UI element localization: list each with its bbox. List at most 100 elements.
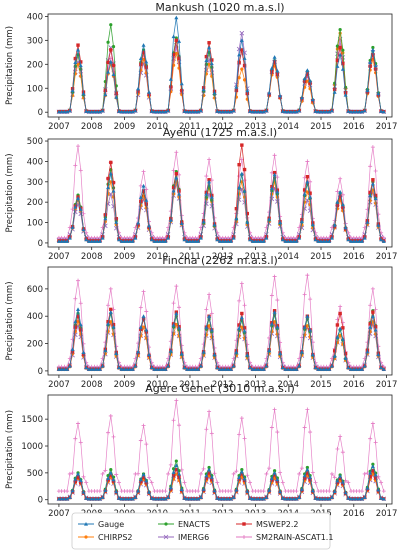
data-point (116, 237, 121, 242)
data-point (114, 95, 119, 99)
data-point (207, 292, 212, 297)
data-point (368, 303, 373, 308)
data-point (324, 367, 329, 371)
data-point (354, 367, 359, 371)
y-tick-label: 0 (38, 239, 43, 249)
data-point (122, 239, 127, 243)
data-point (70, 471, 75, 476)
data-point (226, 239, 231, 243)
data-point (207, 45, 212, 50)
data-point (59, 239, 64, 243)
data-point (204, 58, 209, 63)
data-point (237, 326, 242, 330)
data-point (340, 202, 345, 207)
data-point (275, 68, 280, 73)
data-point (297, 108, 302, 113)
data-point (198, 363, 203, 368)
data-point (340, 337, 345, 341)
data-point (242, 476, 247, 481)
data-point (198, 471, 203, 476)
data-point (76, 471, 81, 476)
data-point (368, 322, 372, 326)
data-point (138, 325, 143, 329)
data-point (89, 367, 94, 371)
data-point (373, 440, 378, 445)
x-tick-label: 2017 (376, 252, 398, 262)
x-tick-label: 2010 (146, 252, 168, 262)
data-point (130, 109, 135, 114)
data-point (207, 41, 211, 45)
data-point (237, 60, 241, 65)
data-point (280, 365, 285, 370)
data-point (136, 488, 141, 493)
data-point (242, 326, 247, 330)
data-point (141, 189, 146, 193)
data-point (351, 496, 356, 501)
data-point (70, 488, 75, 493)
panel-title: Agere Genet (3010 m.a.s.l) (145, 382, 294, 395)
data-point (310, 352, 315, 357)
data-point (174, 51, 178, 56)
data-point (310, 488, 315, 493)
data-point (70, 88, 75, 93)
y-axis-label: Precipitation (mm) (5, 26, 15, 105)
data-point (125, 239, 130, 243)
data-point (220, 496, 225, 501)
data-point (379, 109, 384, 113)
data-point (237, 323, 241, 327)
data-point (316, 239, 321, 243)
data-point (130, 239, 135, 243)
data-point (272, 274, 277, 279)
data-point (81, 489, 86, 494)
data-point (253, 239, 258, 243)
data-point (177, 475, 181, 479)
data-point (103, 216, 108, 221)
data-point (209, 327, 214, 332)
data-point (302, 325, 307, 329)
data-point (144, 59, 149, 64)
data-point (278, 351, 283, 355)
data-point (329, 236, 334, 240)
data-point (239, 171, 244, 176)
data-point (79, 60, 83, 64)
data-point (179, 487, 184, 491)
data-point (84, 109, 89, 113)
x-tick-label: 2014 (277, 380, 299, 390)
data-point (269, 186, 274, 190)
data-point (89, 239, 94, 243)
data-point (89, 109, 94, 114)
x-tick-label: 2016 (343, 122, 365, 132)
data-point (73, 205, 78, 209)
data-point (329, 471, 334, 476)
legend-label: MSWEP2.2 (256, 520, 299, 529)
data-point (149, 480, 154, 485)
data-point (149, 496, 154, 500)
data-point (351, 239, 356, 243)
data-point (138, 183, 143, 188)
data-point (56, 109, 61, 114)
data-point (349, 109, 354, 114)
data-point (223, 109, 228, 114)
y-tick-label: 500 (27, 137, 43, 147)
data-point (108, 310, 113, 314)
data-point (237, 162, 241, 167)
data-point (81, 474, 86, 479)
data-point (228, 367, 233, 371)
data-point (177, 189, 181, 193)
y-tick-label: 200 (27, 340, 43, 350)
legend-item: Gauge (78, 520, 124, 529)
data-point (349, 496, 354, 501)
data-point (248, 480, 253, 485)
x-tick-label: 2011 (179, 380, 201, 390)
data-point (106, 319, 110, 324)
data-point (119, 496, 124, 501)
data-point (253, 496, 258, 501)
data-point (240, 48, 244, 52)
data-point (248, 237, 253, 242)
data-point (272, 473, 277, 477)
data-point (261, 367, 266, 371)
data-point (291, 367, 296, 371)
x-tick-label: 2012 (212, 380, 234, 390)
data-point (149, 109, 154, 113)
